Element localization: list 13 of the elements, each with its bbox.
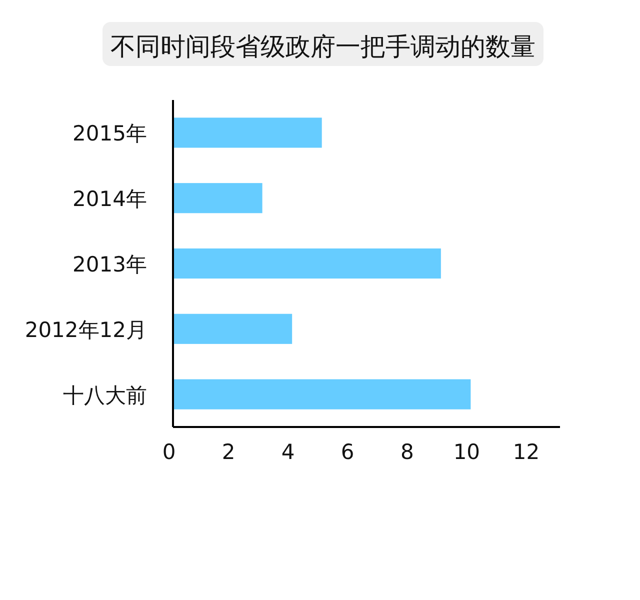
- x-tick-label: 2: [222, 440, 236, 464]
- chart-title: 不同时间段省级政府一把手调动的数量: [110, 32, 536, 61]
- x-tick-label: 6: [340, 440, 354, 464]
- y-tick-label: 2014年: [72, 187, 147, 212]
- x-tick-label: 0: [162, 440, 176, 464]
- y-tick-label: 2013年: [72, 252, 147, 276]
- y-tick-label: 2015年: [72, 122, 147, 146]
- x-tick-label: 10: [453, 440, 480, 464]
- x-tick-label: 12: [512, 440, 540, 464]
- x-tick-label: 8: [400, 440, 414, 464]
- y-tick-label: 2012年12月: [24, 318, 147, 342]
- y-tick-label: 十八大前: [63, 383, 147, 408]
- x-tick-label: 4: [281, 440, 295, 464]
